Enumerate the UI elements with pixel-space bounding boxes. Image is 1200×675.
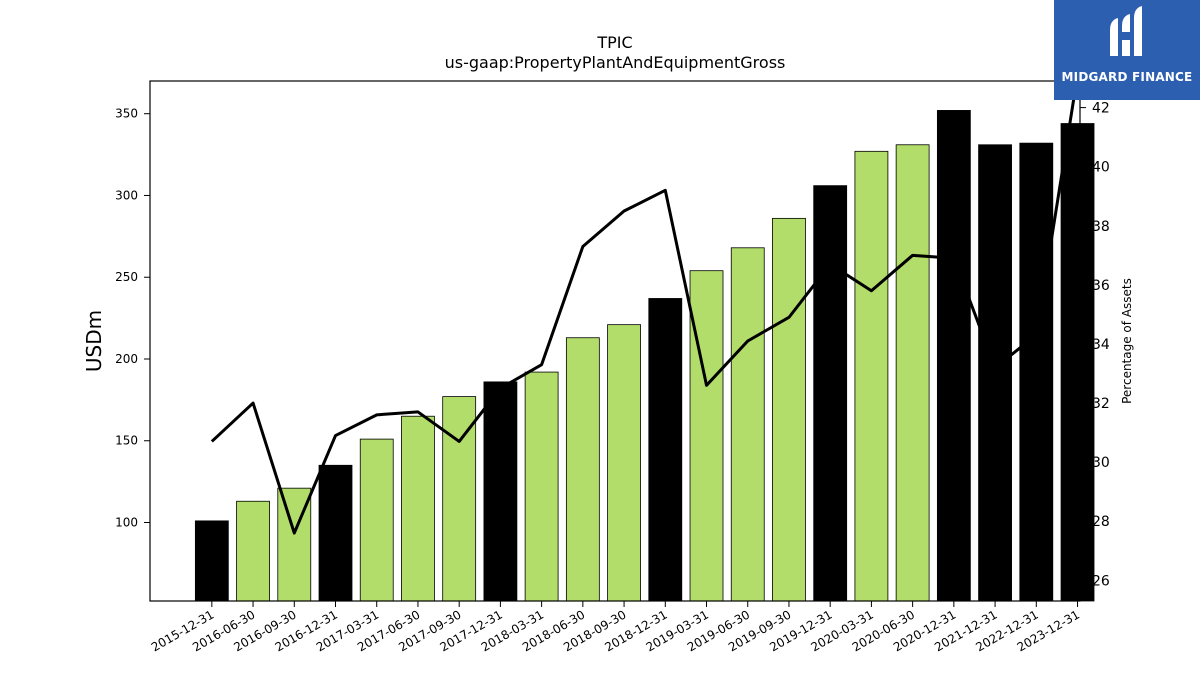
line-layer (210, 81, 1079, 535)
y-tick-label: 250 (115, 270, 138, 284)
midgard-logo-icon (1110, 6, 1142, 56)
y-tick-label: 150 (115, 434, 138, 448)
bar-2018-09-30 (607, 324, 641, 602)
y2-tick-label: 36 (1092, 278, 1110, 294)
y2-tick-label: 32 (1092, 396, 1110, 412)
bar-2020-03-31 (854, 150, 889, 602)
bar-2017-09-30 (442, 396, 477, 602)
bar-2018-06-30 (565, 337, 600, 602)
y-tick-label: 300 (115, 188, 138, 202)
bar-2015-12-31 (194, 520, 229, 602)
bar-2018-03-31 (524, 371, 559, 602)
bar-2020-06-30 (895, 144, 930, 602)
y2-tick-label: 34 (1092, 337, 1110, 353)
y2-tick-label: 30 (1092, 455, 1110, 471)
bar-2016-06-30 (236, 500, 270, 602)
bar-2016-12-31 (318, 464, 353, 602)
y2-tick-label: 26 (1092, 573, 1110, 589)
percentage-line (210, 81, 1079, 535)
y-tick-label: 100 (115, 516, 138, 530)
bar-2019-06-30 (730, 247, 765, 602)
plot-border (149, 80, 1081, 602)
chart-title: TPIC (596, 33, 632, 52)
bar-2020-12-31 (936, 110, 971, 602)
bar-2023-12-31 (1060, 123, 1095, 602)
plot-frame (149, 80, 1081, 602)
y-tick-label: 200 (115, 352, 138, 366)
logo-text: MIDGARD FINANCE (1061, 70, 1193, 84)
bar-2017-03-31 (359, 438, 394, 602)
y2-tick-label: 40 (1092, 160, 1110, 176)
bar-2019-12-31 (813, 185, 848, 602)
y-axis-label: USDm (82, 310, 106, 372)
bar-2019-03-31 (689, 270, 724, 602)
y2-tick-label: 38 (1092, 219, 1110, 235)
bar-2022-12-31 (1019, 142, 1054, 602)
bars-layer (194, 110, 1095, 602)
bar-2017-06-30 (401, 415, 435, 602)
midgard-finance-logo: MIDGARD FINANCE (1054, 0, 1200, 100)
y2-tick-label: 42 (1092, 101, 1110, 117)
y-tick-label: 350 (115, 107, 138, 121)
chart-subtitle: us-gaap:PropertyPlantAndEquipmentGross (445, 53, 786, 72)
bar-2021-12-31 (978, 144, 1012, 602)
bar-2018-12-31 (648, 298, 683, 602)
bar-2019-09-30 (772, 217, 806, 602)
bar-2017-12-31 (483, 381, 518, 602)
y2-axis-label: Percentage of Assets (1120, 278, 1134, 404)
y2-tick-label: 28 (1092, 514, 1110, 530)
